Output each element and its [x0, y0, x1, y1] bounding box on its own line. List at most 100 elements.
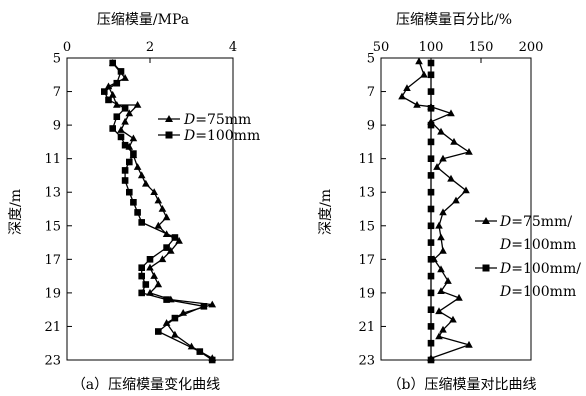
panel-a-series-2-point — [138, 219, 145, 226]
panel-a-series-1-point — [158, 205, 167, 212]
panel-a-x-tick-label: 4 — [229, 40, 237, 55]
legend-a-label-2: D=100mm — [183, 128, 260, 144]
panel-a-series-2-point — [121, 105, 129, 112]
panel-a-series-1-point — [142, 179, 150, 187]
panel-b-series-2-point — [427, 239, 435, 246]
panel-a-y-tick-label: 5 — [53, 52, 61, 67]
legend-a-label-2-rest: =100mm — [195, 128, 260, 144]
panel-a-series-1-point — [154, 196, 163, 204]
panel-b-x-tick-label: 200 — [519, 40, 544, 55]
panel-a-y-tick-label: 17 — [44, 253, 61, 268]
panel-a-series-1-point — [121, 74, 129, 81]
panel-b-y-tick-label: 15 — [358, 219, 375, 234]
panel-b-series-1-point — [415, 57, 423, 65]
panel-b-series-1-point — [413, 101, 421, 108]
panel-a-series-2-point — [163, 244, 170, 251]
panel-a-series-2-point — [146, 256, 154, 263]
panel-a-y-tick-label: 19 — [44, 286, 61, 301]
panel-b-x-tick-label: 150 — [469, 40, 494, 55]
panel-b-series-1-point — [439, 208, 447, 216]
legend-b-label-2-line1: D=100mm/ — [499, 261, 581, 277]
panel-a-series-2-point — [121, 177, 129, 184]
panel-b-series-2-point — [427, 105, 435, 112]
panel-b-series-1-point — [449, 315, 457, 323]
panel-a-y-tick-label: 7 — [53, 85, 61, 100]
panel-a-series-2-point — [130, 199, 137, 206]
panel-b-series-1-point — [435, 307, 443, 315]
legend-b-entry-1: D=75mm/ D=100mm — [475, 214, 576, 253]
panel-a-caption: （a）压缩模量变化曲线 — [72, 377, 220, 393]
panel-b-series-2-point — [427, 205, 435, 213]
panel-b-series-1-point — [465, 340, 473, 348]
panel-a-series-1-point — [154, 280, 163, 288]
panel-b-series-2-point — [427, 356, 435, 364]
panel-b-y-tick-label: 13 — [358, 186, 375, 201]
panel-b-series-2-point — [427, 222, 435, 230]
panel-a-series-2-point — [113, 79, 121, 87]
panel-b-caption: （b）压缩模量对比曲线 — [388, 377, 537, 393]
panel-a-series-2-point — [200, 303, 208, 310]
panel-a-series-2-point — [155, 328, 162, 335]
panel-a-series-2-point — [109, 125, 116, 132]
panel-a-series-1-point — [108, 90, 117, 98]
panel-a-series-1-point — [146, 263, 154, 271]
panel-b-y-axis-title: 深度/m — [318, 189, 334, 235]
panel-a-legend: D=75mm D=100mm — [158, 112, 260, 144]
panel-b-x-tick-label: 50 — [373, 40, 390, 55]
panel-b-series-2-point — [427, 88, 435, 95]
panel-a-series-2-line — [103, 62, 213, 361]
panel-b-series-1-point — [437, 265, 445, 273]
panel-a-series-2-point — [171, 314, 179, 322]
legend-a-label-2-var: D — [183, 128, 195, 144]
panel-a-series-2-point — [126, 158, 133, 166]
panel-a-series-2-point — [101, 88, 108, 95]
panel-a-series-1-point — [125, 109, 134, 117]
panel-a-series-2-point — [121, 141, 129, 149]
panel-b-series-1-point — [437, 127, 445, 135]
panel-b-legend: D=75mm/ D=100mm D=100mm/ D=100mm — [475, 214, 581, 300]
panel-b-series-1-point — [435, 221, 443, 229]
panel-a-y-axis-title: 深度/m — [8, 189, 24, 235]
legend-b-label-2-line2: D=100mm — [499, 284, 576, 300]
panel-b-series-1-point — [465, 148, 473, 155]
panel-b-series-2-point — [427, 155, 435, 162]
panel-a-series-1-point — [171, 330, 179, 338]
panel-a-series-1-point — [150, 272, 158, 279]
panel-b-series-2-point — [427, 306, 435, 313]
legend-a-label-1: D=75mm — [183, 112, 251, 128]
panel-a-series-2-point — [138, 264, 145, 271]
panel-b-series-2-point — [427, 256, 435, 263]
legend-b-label-1-line2-rest: =100mm — [511, 237, 576, 253]
panel-b-x-tick-label: 100 — [419, 40, 444, 55]
legend-a-marker-1 — [165, 115, 173, 122]
panel-a-series-2-point — [113, 113, 121, 120]
panel-b-series-1-point — [452, 196, 460, 204]
panel-b-y-tick-label: 9 — [367, 119, 375, 134]
legend-b-label-1-line2-var: D — [499, 237, 511, 253]
panel-b-y-tick-label: 5 — [367, 52, 375, 67]
legend-a-entry-2: D=100mm — [158, 128, 260, 144]
panel-b-series-1-point — [420, 70, 428, 78]
panel-a-series-2-point — [109, 59, 116, 67]
panel-a-y-tick-label: 9 — [53, 119, 61, 134]
panel-a-series-1-point — [175, 236, 183, 244]
panel-a-series-1-point — [166, 246, 175, 254]
legend-b-label-2-line2-var: D — [499, 284, 511, 300]
panel-a-series-1-point — [208, 300, 217, 308]
legend-b-label-1-line1: D=75mm/ — [499, 214, 572, 230]
panel-b-x-axis-title: 压缩模量百分比/% — [396, 12, 512, 28]
panel-b-series-2-point — [427, 188, 435, 196]
panel-a-series-2-point — [117, 133, 125, 141]
panel-b-series-1-point — [447, 174, 455, 182]
legend-a-marker-2 — [165, 131, 173, 139]
panel-a-series-2-point — [138, 289, 145, 297]
panel-a-series-2-point — [138, 272, 145, 280]
panel-b-series-1-point — [403, 84, 411, 91]
panel-a-series-2-point — [117, 68, 125, 75]
panel-a-x-tick-label: 2 — [146, 40, 154, 55]
panel-a-series-2-point — [134, 209, 141, 216]
panel-b-series-2-point — [427, 339, 435, 347]
panel-b-series-1-point — [433, 163, 441, 170]
panel-a-y-tick-label: 21 — [44, 320, 61, 335]
